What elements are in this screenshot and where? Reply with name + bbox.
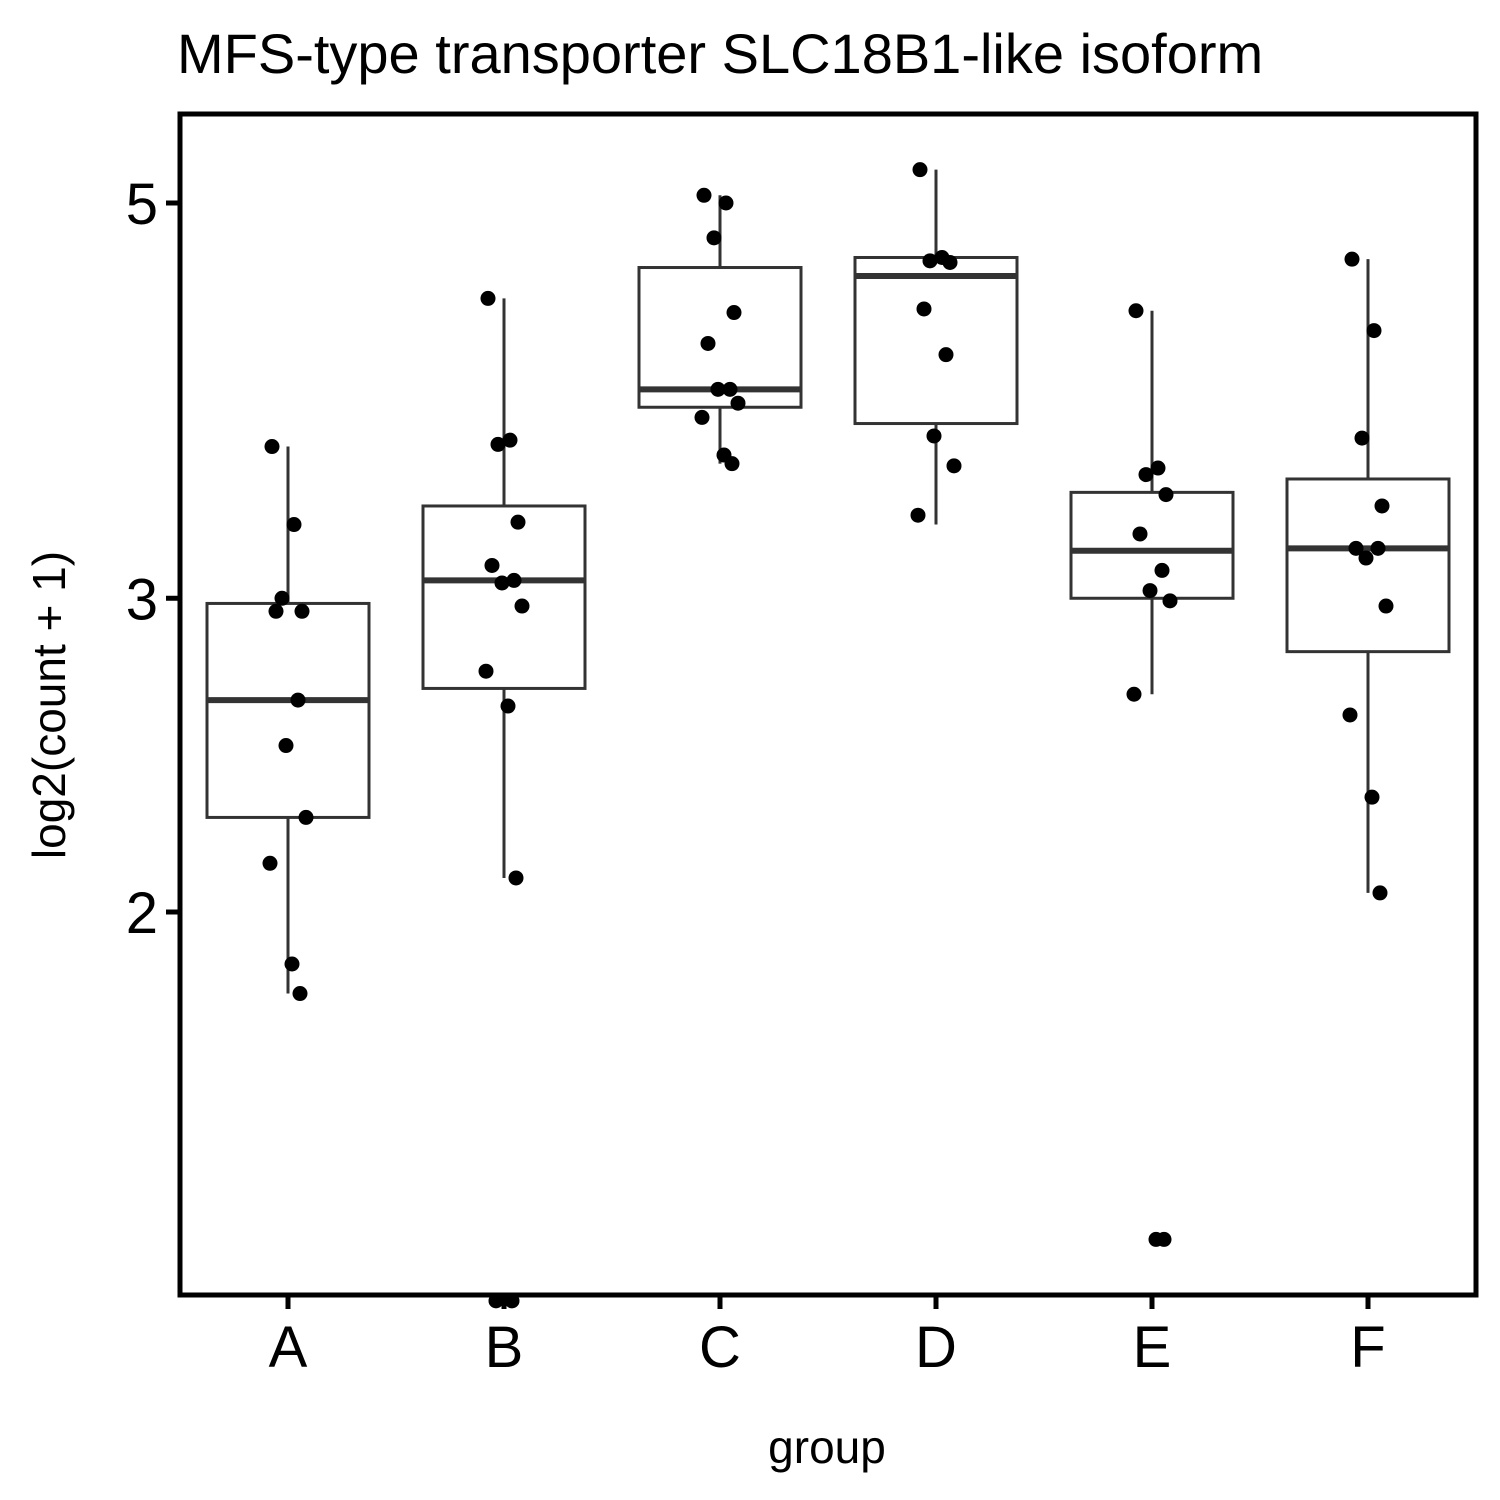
data-point bbox=[1156, 1231, 1172, 1247]
data-point bbox=[1358, 550, 1374, 566]
y-axis-title: log2(count + 1) bbox=[23, 551, 75, 859]
data-point bbox=[946, 458, 962, 474]
data-point bbox=[514, 598, 530, 614]
data-point bbox=[268, 603, 284, 619]
box-F bbox=[1285, 477, 1451, 654]
box-E bbox=[1069, 490, 1235, 600]
data-point bbox=[910, 507, 926, 523]
data-point bbox=[274, 590, 290, 606]
x-tick-label: F bbox=[1350, 1315, 1385, 1380]
data-point bbox=[480, 290, 496, 306]
y-tick-label: 3 bbox=[126, 567, 158, 632]
y-tick-label: 2 bbox=[126, 881, 158, 946]
data-point bbox=[710, 381, 726, 397]
data-point bbox=[926, 428, 942, 444]
data-point bbox=[1348, 540, 1364, 556]
data-point bbox=[1378, 598, 1394, 614]
data-point bbox=[694, 409, 710, 425]
data-point bbox=[478, 663, 494, 679]
plot-area: 2 3 5 A B C D E F bbox=[126, 111, 1479, 1380]
box-D bbox=[853, 255, 1019, 426]
data-point bbox=[294, 603, 310, 619]
data-point bbox=[264, 439, 280, 455]
data-point bbox=[292, 986, 308, 1002]
plot-panel-border bbox=[177, 111, 1479, 1298]
data-point bbox=[508, 870, 524, 886]
data-point bbox=[1372, 885, 1388, 901]
data-point bbox=[488, 1293, 504, 1309]
data-point bbox=[1126, 686, 1142, 702]
data-point bbox=[500, 698, 516, 714]
data-point bbox=[1162, 593, 1178, 609]
data-point bbox=[922, 253, 938, 269]
data-point bbox=[938, 347, 954, 363]
x-tick-label: B bbox=[485, 1315, 524, 1380]
data-point bbox=[1366, 323, 1382, 339]
data-point bbox=[506, 572, 522, 588]
data-point bbox=[298, 809, 314, 825]
data-point bbox=[1150, 460, 1166, 476]
data-point bbox=[1354, 430, 1370, 446]
data-point bbox=[1342, 707, 1358, 723]
data-point bbox=[490, 436, 506, 452]
data-point bbox=[1344, 251, 1360, 267]
data-point bbox=[504, 1293, 520, 1309]
data-point bbox=[484, 557, 500, 573]
data-point bbox=[700, 335, 716, 351]
data-point bbox=[1142, 583, 1158, 599]
data-point bbox=[916, 301, 932, 317]
data-point bbox=[494, 575, 510, 591]
data-point bbox=[726, 305, 742, 321]
data-point bbox=[912, 162, 928, 178]
data-point bbox=[1158, 487, 1174, 503]
data-point bbox=[1374, 498, 1390, 514]
data-point bbox=[724, 456, 740, 472]
data-point bbox=[696, 187, 712, 203]
chart-title: MFS-type transporter SLC18B1-like isofor… bbox=[177, 22, 1263, 85]
data-point bbox=[510, 514, 526, 530]
data-point bbox=[942, 254, 958, 270]
data-point bbox=[1138, 467, 1154, 483]
box-A bbox=[205, 601, 371, 819]
data-point bbox=[1370, 540, 1386, 556]
data-point bbox=[286, 517, 302, 533]
box-B bbox=[421, 504, 587, 690]
data-point bbox=[1364, 789, 1380, 805]
data-point bbox=[730, 395, 746, 411]
data-point bbox=[718, 195, 734, 211]
y-tick-label: 5 bbox=[126, 172, 158, 237]
x-tick-label: E bbox=[1133, 1315, 1172, 1380]
data-point bbox=[290, 692, 306, 708]
data-point bbox=[502, 432, 518, 448]
data-point bbox=[1154, 562, 1170, 578]
x-tick-label: C bbox=[699, 1315, 741, 1380]
x-tick-label: D bbox=[915, 1315, 957, 1380]
data-point bbox=[722, 381, 738, 397]
data-point bbox=[1132, 526, 1148, 542]
data-point bbox=[1128, 303, 1144, 319]
data-point bbox=[706, 230, 722, 246]
x-tick-label: A bbox=[269, 1315, 308, 1380]
data-point bbox=[284, 956, 300, 972]
data-point bbox=[278, 738, 294, 754]
x-axis-title: group bbox=[768, 1421, 886, 1473]
data-point bbox=[262, 855, 278, 871]
